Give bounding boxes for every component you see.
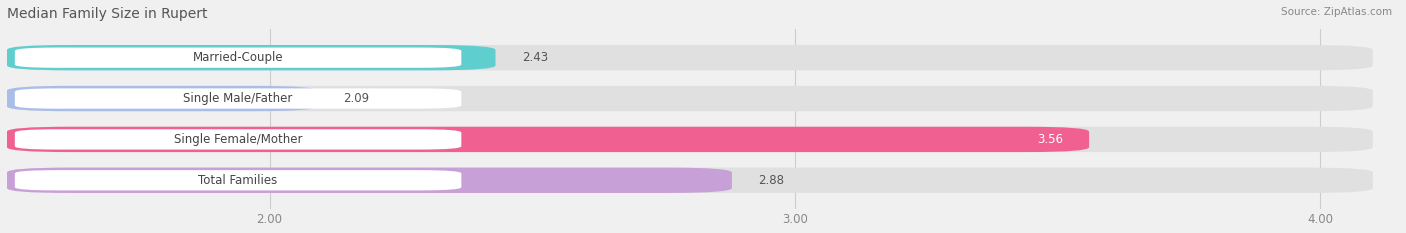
FancyBboxPatch shape bbox=[7, 86, 1372, 111]
FancyBboxPatch shape bbox=[7, 45, 495, 70]
Text: Single Male/Father: Single Male/Father bbox=[183, 92, 292, 105]
FancyBboxPatch shape bbox=[7, 168, 733, 193]
Text: 2.88: 2.88 bbox=[758, 174, 785, 187]
FancyBboxPatch shape bbox=[15, 48, 461, 68]
FancyBboxPatch shape bbox=[7, 86, 316, 111]
FancyBboxPatch shape bbox=[7, 127, 1372, 152]
FancyBboxPatch shape bbox=[7, 45, 1372, 70]
FancyBboxPatch shape bbox=[7, 168, 1372, 193]
FancyBboxPatch shape bbox=[7, 127, 1090, 152]
Text: Source: ZipAtlas.com: Source: ZipAtlas.com bbox=[1281, 7, 1392, 17]
Text: 2.43: 2.43 bbox=[522, 51, 548, 64]
Text: 2.09: 2.09 bbox=[343, 92, 370, 105]
Text: Married-Couple: Married-Couple bbox=[193, 51, 284, 64]
FancyBboxPatch shape bbox=[15, 88, 461, 109]
FancyBboxPatch shape bbox=[15, 129, 461, 150]
Text: 3.56: 3.56 bbox=[1036, 133, 1063, 146]
FancyBboxPatch shape bbox=[15, 170, 461, 190]
Text: Total Families: Total Families bbox=[198, 174, 278, 187]
Text: Single Female/Mother: Single Female/Mother bbox=[174, 133, 302, 146]
Text: Median Family Size in Rupert: Median Family Size in Rupert bbox=[7, 7, 208, 21]
